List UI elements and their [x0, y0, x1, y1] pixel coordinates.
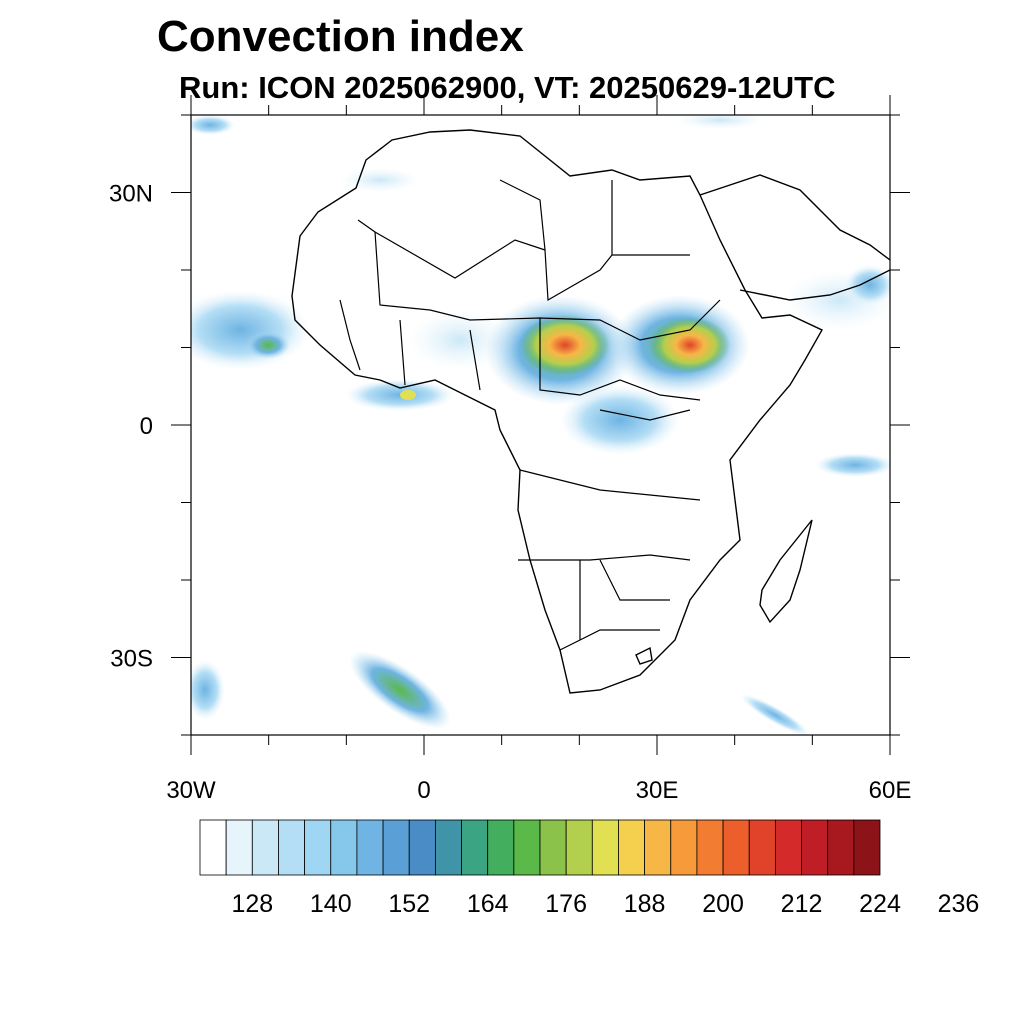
- colorbar-label: 236: [938, 890, 980, 918]
- colorbar-box: [382, 819, 410, 876]
- colorbar-label: 188: [624, 890, 666, 918]
- convection-field: [191, 115, 890, 735]
- lat-tick-label: 30N: [109, 181, 153, 208]
- map-tick-labels: 30N 0 30S 30W 0 30E 60E: [109, 181, 911, 805]
- colorbar-box: [670, 819, 698, 876]
- colorbar-label: 200: [702, 890, 744, 918]
- colorbar-label: 164: [467, 890, 509, 918]
- lon-tick-label: 30W: [166, 777, 216, 804]
- map-ticks: [171, 95, 910, 755]
- colorbar: [199, 819, 881, 876]
- colorbar-label: 212: [781, 890, 823, 918]
- colorbar-box: [644, 819, 672, 876]
- colorbar-box: [304, 819, 332, 876]
- colorbar-box: [434, 819, 462, 876]
- colorbar-box: [487, 819, 515, 876]
- colorbar-box: [618, 819, 646, 876]
- colorbar-label: 224: [859, 890, 901, 918]
- colorbar-box: [330, 819, 358, 876]
- colorbar-label: 140: [310, 890, 352, 918]
- colorbar-box: [774, 819, 802, 876]
- colorbar-box: [565, 819, 593, 876]
- lon-tick-label: 0: [417, 777, 430, 804]
- country-borders: [339, 179, 721, 651]
- colorbar-box: [748, 819, 776, 876]
- coastlines: [291, 129, 890, 694]
- lon-tick-label: 30E: [636, 777, 679, 804]
- colorbar-box: [251, 819, 279, 876]
- colorbar-box: [722, 819, 750, 876]
- run-subtitle: Run: ICON 2025062900, VT: 20250629-12UTC: [179, 70, 836, 105]
- lat-tick-label: 30S: [110, 646, 153, 673]
- lat-tick-label: 0: [140, 413, 153, 440]
- colorbar-label: 128: [231, 890, 273, 918]
- colorbar-label: 176: [545, 890, 587, 918]
- colorbar-labels: 128 140 152 164 176 188 200 212 224 236: [231, 890, 979, 918]
- map-title: Convection index: [157, 12, 524, 61]
- colorbar-box: [408, 819, 436, 876]
- colorbar-label: 152: [388, 890, 430, 918]
- colorbar-box: [513, 819, 541, 876]
- colorbar-box: [356, 819, 384, 876]
- colorbar-box: [225, 819, 253, 876]
- colorbar-box: [461, 819, 489, 876]
- colorbar-box: [853, 819, 881, 876]
- colorbar-box: [696, 819, 724, 876]
- colorbar-box: [827, 819, 855, 876]
- colorbar-box: [591, 819, 619, 876]
- colorbar-box: [539, 819, 567, 876]
- lon-tick-label: 60E: [869, 777, 912, 804]
- colorbar-box: [278, 819, 306, 876]
- colorbar-box: [199, 819, 227, 876]
- colorbar-box: [801, 819, 829, 876]
